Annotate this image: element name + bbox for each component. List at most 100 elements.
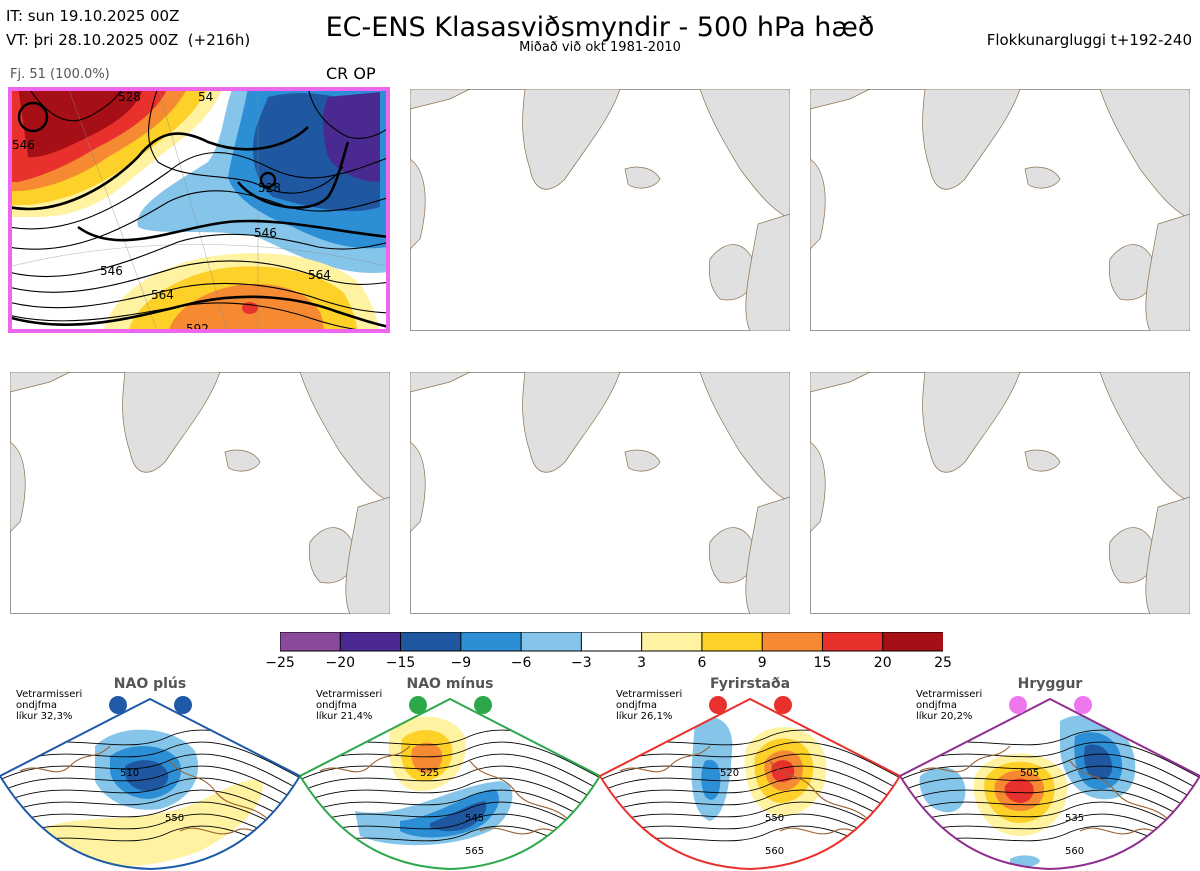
- contour-label: 564: [308, 268, 331, 282]
- height-contour: [900, 777, 1200, 820]
- anomaly-fill: [411, 742, 443, 773]
- cluster-map-panel-empty[interactable]: [410, 372, 790, 614]
- contour-label: 546: [12, 138, 35, 152]
- regime-marker-dot: [409, 696, 427, 714]
- height-contour: [300, 789, 600, 832]
- regime-marker-dot: [1074, 696, 1092, 714]
- colorbar-swatch: [761, 631, 824, 652]
- colorbar-tick-label: 25: [934, 655, 952, 671]
- cluster-map-panel-empty[interactable]: [810, 372, 1190, 614]
- land-map: [410, 89, 790, 331]
- anomaly-fill: [18, 89, 143, 158]
- colorbar-swatch: [821, 631, 884, 652]
- contour-label: 546: [100, 264, 123, 278]
- contour-label: 535: [1065, 813, 1084, 824]
- height-contour: [300, 741, 600, 784]
- cluster-map: 546 546 564 564 528 546 592 528 54: [8, 87, 390, 333]
- contour-label: 525: [420, 768, 439, 779]
- regime-marker-dot: [174, 696, 192, 714]
- height-contour: [0, 765, 300, 808]
- colorbar-tick-label: 15: [813, 655, 832, 671]
- height-contour: [600, 741, 900, 784]
- regime-map: 525 545 565: [300, 696, 600, 871]
- land-map: [10, 372, 390, 614]
- anomaly-fill: [1084, 744, 1113, 780]
- lead-time: (+216h): [187, 31, 251, 49]
- height-contour: [600, 765, 900, 808]
- regime-name: Fyrirstaða: [709, 676, 791, 692]
- cluster-highlight-border: [8, 87, 390, 333]
- contour-label: 564: [151, 288, 174, 302]
- height-contour: [300, 765, 600, 808]
- classification-window: Flokkunargluggi t+192-240: [986, 31, 1192, 49]
- cluster-map-panel-empty[interactable]: [410, 89, 790, 331]
- height-contour: [900, 753, 1200, 796]
- height-contour: [0, 741, 300, 784]
- regime-marker-dot: [1009, 696, 1027, 714]
- height-contour: [0, 753, 300, 796]
- contour-label: 528: [118, 90, 141, 104]
- valid-time-value: VT: þri 28.10.2025 00Z: [6, 31, 179, 49]
- land-map: [810, 372, 1190, 614]
- height-contour: [900, 741, 1200, 784]
- colorbar-tick-label: 9: [757, 655, 767, 671]
- contour-label: 550: [165, 813, 184, 824]
- height-contour: [0, 777, 300, 820]
- colorbar-tick-label: 20: [873, 655, 892, 671]
- contour-label: 505: [1020, 768, 1039, 779]
- anomaly-fill: [1010, 855, 1040, 868]
- contour-label: 528: [258, 181, 281, 195]
- colorbar-tick-label: −9: [450, 655, 472, 671]
- regime-marker-dot: [774, 696, 792, 714]
- page-title: EC-ENS Klasasviðsmyndir - 500 hPa hæð: [325, 12, 875, 43]
- cluster-map-panel-empty[interactable]: [810, 89, 1190, 331]
- colorbar-swatch: [460, 631, 523, 652]
- height-contour: [600, 789, 900, 832]
- anomaly-fill: [40, 779, 263, 867]
- colorbar-swatch: [701, 631, 764, 652]
- colorbar-swatch: [400, 631, 462, 652]
- colorbar-tick-label: 3: [637, 655, 647, 671]
- anomaly-fill: [701, 759, 721, 800]
- anomaly-fill: [1004, 778, 1034, 803]
- members-label: Fj. 51 (100.0%): [10, 67, 110, 82]
- anomaly-fill: [400, 789, 499, 838]
- colorbar-ticks: −25 −20 −15 −9 −6 −3 3 6 9 15 20 25: [265, 655, 952, 675]
- contour-label: 560: [765, 846, 784, 857]
- land-map: [810, 89, 1190, 331]
- regime-marker-dot: [709, 696, 727, 714]
- regime-name: NAO mínus: [406, 676, 494, 692]
- colorbar-svg: [279, 631, 944, 652]
- contour-label: 560: [1065, 846, 1084, 857]
- regime-border: [300, 697, 600, 871]
- cluster-flags: CR OP: [326, 64, 376, 83]
- colorbar: [279, 631, 944, 652]
- anomaly-fill: [771, 760, 795, 783]
- regime-name: Hryggur: [1017, 676, 1083, 692]
- height-contour: [300, 777, 600, 820]
- regime-border: [0, 697, 300, 871]
- colorbar-swatch: [339, 631, 402, 652]
- height-contour: [0, 789, 300, 832]
- anomaly-fill: [430, 801, 487, 832]
- page-subtitle: Miðað við okt 1981-2010: [519, 40, 681, 55]
- regime-info: Vetrarmisseri ondjfma líkur 32,3%: [16, 689, 83, 722]
- anomaly-fill: [125, 760, 169, 791]
- contour-label: 510: [120, 768, 139, 779]
- regime-marker-dot: [109, 696, 127, 714]
- regime-marker-dot: [474, 696, 492, 714]
- land-map: [410, 372, 790, 614]
- colorbar-swatch: [641, 631, 703, 652]
- cluster-map-panel-empty[interactable]: [10, 372, 390, 614]
- colorbar-tick-label: −25: [265, 655, 295, 671]
- contour-label: 550: [765, 813, 784, 824]
- height-contour: [900, 789, 1200, 832]
- contour-label: 592: [186, 322, 209, 333]
- regime-border: [900, 697, 1200, 871]
- anomaly-fill: [323, 92, 380, 182]
- colorbar-tick-label: −3: [571, 655, 592, 671]
- contour-label: 54: [198, 90, 213, 104]
- colorbar-tick-label: −6: [510, 655, 532, 671]
- cluster-map-panel[interactable]: 546 546 564 564 528 546 592 528 54: [8, 87, 390, 333]
- height-contour: [300, 753, 600, 796]
